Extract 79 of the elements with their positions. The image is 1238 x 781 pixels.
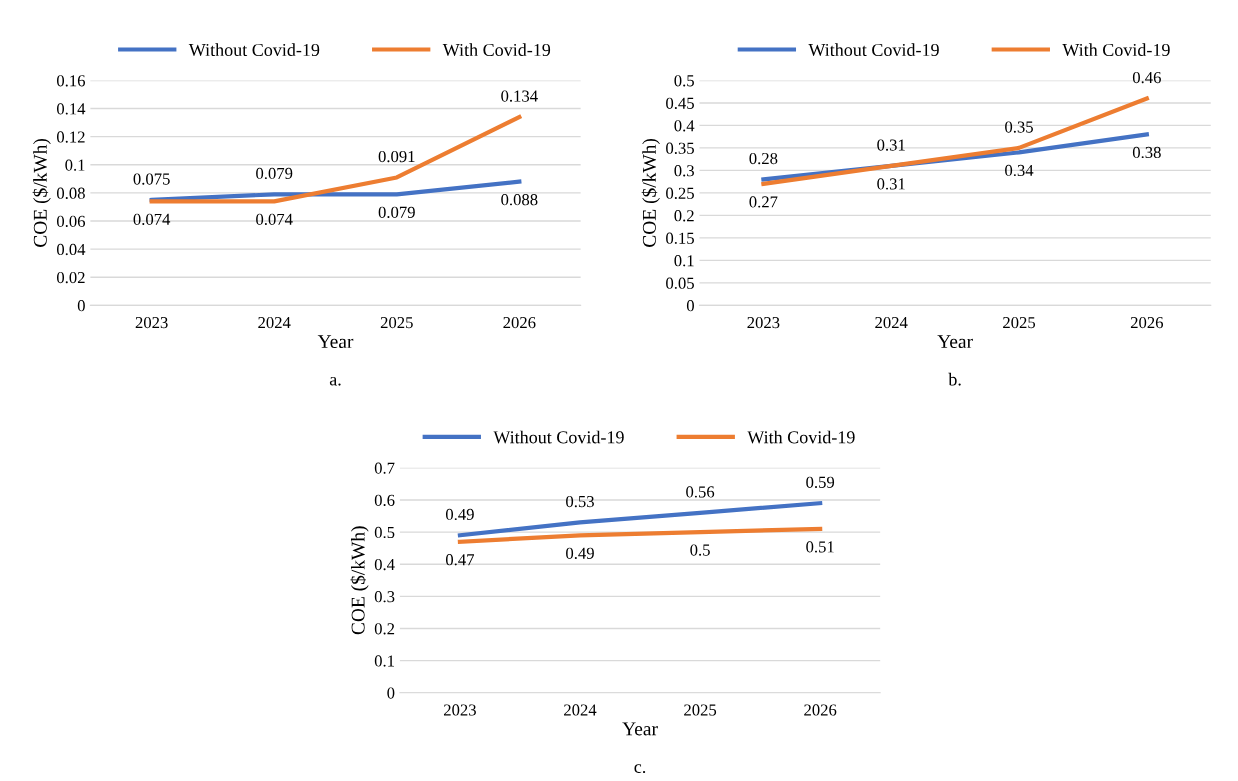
data-label: 0.27 [749, 196, 778, 208]
y-tick-label: 0.06 [56, 215, 86, 228]
data-label: 0.5 [690, 544, 710, 556]
data-label: 0.074 [133, 213, 171, 226]
x-tick-label: 2026 [503, 316, 536, 329]
y-axis-title: COE ($/kWh) [641, 138, 660, 247]
y-tick-label: 0.5 [674, 75, 694, 87]
data-label: 0.35 [1005, 121, 1033, 133]
data-label: 0.47 [445, 554, 475, 566]
y-tick-label: 0.1 [674, 255, 694, 267]
y-tick-label: 0.35 [666, 142, 694, 154]
y-tick-label: 0.45 [666, 97, 694, 109]
x-tick-label: 2025 [1003, 316, 1036, 329]
data-label: 0.079 [378, 206, 415, 218]
y-tick-label: 0.04 [56, 243, 86, 256]
legend-label: Without Covid-19 [188, 43, 320, 57]
legend-label: Without Covid-19 [808, 43, 939, 57]
text: a. [329, 376, 341, 386]
x-tick-label: 2023 [747, 316, 780, 329]
text: b. [948, 372, 961, 386]
data-label: 0.091 [378, 150, 415, 163]
y-tick-label: 0.14 [56, 103, 86, 115]
x-tick-label: 2026 [1130, 316, 1164, 329]
data-label: 0.075 [133, 173, 170, 185]
data-label: 0.51 [806, 541, 834, 553]
y-axis-title: COE ($/kWh) [350, 526, 369, 635]
y-tick-label: 0 [77, 300, 85, 312]
x-axis-title: Year [317, 335, 354, 349]
legend-label: With Covid-19 [442, 43, 551, 57]
y-tick-label: 0.3 [674, 165, 694, 177]
x-tick-label: 2024 [258, 316, 291, 329]
data-label: 0.134 [501, 90, 538, 102]
y-tick-label: 0.6 [374, 494, 395, 506]
y-tick-label: 0.05 [666, 277, 694, 289]
x-tick-label: 2024 [564, 704, 597, 716]
x-axis-title: Year [622, 722, 658, 736]
data-label: 0.079 [256, 167, 293, 180]
data-label: 0.49 [566, 547, 594, 559]
x-tick-label: 2024 [875, 316, 908, 329]
x-tick-label: 2023 [135, 316, 168, 329]
x-tick-label: 2025 [684, 704, 717, 716]
y-tick-label: 0.08 [56, 187, 85, 199]
x-tick-label: 2026 [804, 704, 837, 716]
y-tick-label: 0.25 [666, 187, 694, 199]
data-label: 0.46 [1132, 71, 1161, 84]
legend-label: With Covid-19 [1062, 43, 1170, 57]
legend-label: With Covid-19 [747, 430, 855, 444]
data-label: 0.34 [1005, 164, 1034, 177]
y-tick-label: 0.1 [65, 159, 85, 171]
y-tick-label: 0.5 [374, 526, 395, 539]
data-label: 0.28 [749, 152, 778, 165]
y-tick-label: 0.02 [56, 271, 85, 284]
data-label: 0.31 [877, 139, 905, 151]
x-tick-label: 2023 [443, 704, 476, 716]
data-label: 0.38 [1132, 146, 1161, 159]
data-label: 0.31 [877, 178, 905, 190]
y-tick-label: 0.2 [674, 210, 694, 222]
y-tick-label: 0.16 [56, 75, 86, 87]
y-tick-label: 0.2 [374, 623, 395, 635]
data-label: 0.074 [256, 213, 293, 226]
legend-label: Without Covid-19 [493, 430, 624, 444]
data-label: 0.53 [566, 495, 594, 508]
data-label: 0.088 [501, 194, 538, 206]
y-tick-label: 0.4 [374, 558, 395, 571]
data-label: 0.59 [806, 476, 835, 488]
y-tick-label: 0 [686, 300, 694, 312]
y-tick-label: 0 [387, 687, 395, 699]
y-tick-label: 0.7 [374, 462, 395, 474]
data-label: 0.56 [686, 486, 715, 498]
y-tick-label: 0.4 [674, 120, 695, 132]
x-tick-label: 2025 [380, 316, 413, 329]
y-tick-label: 0.15 [666, 232, 694, 244]
data-label: 0.49 [445, 508, 474, 521]
text: c. [634, 764, 646, 774]
y-tick-label: 0.1 [374, 655, 395, 667]
y-tick-label: 0.3 [374, 591, 395, 603]
x-axis-title: Year [937, 335, 973, 349]
y-axis-title: COE ($/kWh) [32, 138, 51, 247]
y-tick-label: 0.12 [56, 131, 85, 143]
